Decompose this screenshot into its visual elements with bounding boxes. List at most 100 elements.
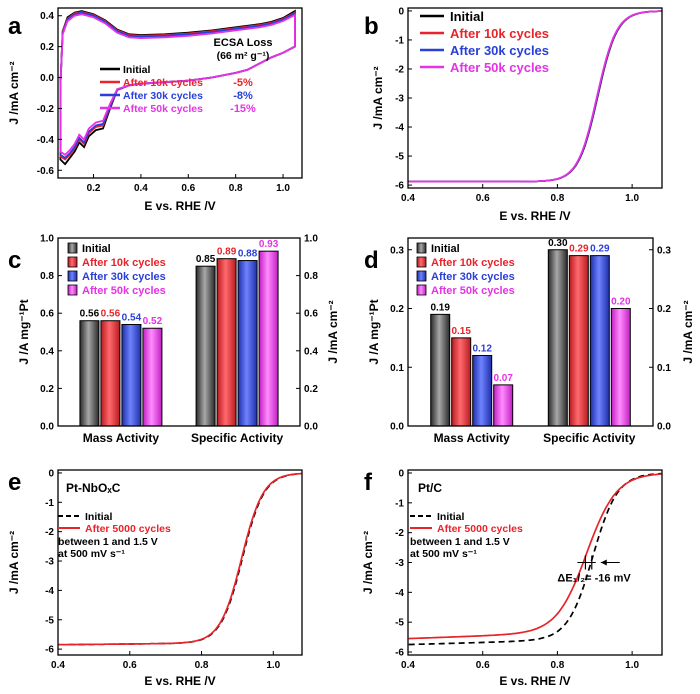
y-tick-label: 0.0 bbox=[40, 73, 54, 84]
category-label: Mass Activity bbox=[434, 431, 511, 445]
bar-after-10k-cycles-0 bbox=[451, 337, 472, 427]
bar-data-label: 0.29 bbox=[569, 244, 589, 255]
x-tick-label: 0.4 bbox=[401, 193, 415, 204]
bar-data-label: 0.30 bbox=[548, 238, 568, 249]
stability-series-1 bbox=[58, 472, 302, 646]
y-tick-label-right: 0.1 bbox=[657, 363, 671, 374]
legend-swatch bbox=[416, 242, 427, 254]
category-label: Specific Activity bbox=[543, 431, 636, 445]
condition-note: between 1 and 1.5 V bbox=[410, 536, 510, 548]
panel-c-activity-bar-chart: 0.56 0.85 0.56 0.89 0.54 0.88 0.52 0.93 0.0 0.2 0.… bbox=[17, 234, 340, 446]
legend-label: Initial bbox=[82, 243, 111, 255]
bar-data-label: 0.29 bbox=[590, 244, 610, 255]
category-label: Specific Activity bbox=[191, 431, 284, 445]
bar-data-label: 0.56 bbox=[80, 309, 100, 320]
legend-label: After 50k cycles bbox=[431, 285, 515, 297]
bar-after-50k-cycles-0 bbox=[493, 384, 514, 427]
legend-label: Initial bbox=[123, 64, 151, 76]
legend-label: After 10k cycles bbox=[82, 257, 166, 269]
x-tick-label: 0.6 bbox=[123, 660, 137, 671]
x-tick-label: 0.8 bbox=[550, 193, 564, 204]
y-tick-label-right: 0.6 bbox=[304, 309, 318, 320]
x-axis-label: E vs. RHE /V bbox=[499, 674, 570, 688]
bar-after-50k-cycles-0 bbox=[142, 327, 163, 427]
panel-a-cv-chart: 0.2 0.4 0.6 0.8 1.0 -0.6 -0.4 -0.2 0.0 0.2 0.4 E vs… bbox=[7, 7, 303, 213]
bar-initial-0 bbox=[79, 320, 100, 427]
x-axis-label: E vs. RHE /V bbox=[499, 209, 570, 223]
y-axis-label-right: J /mA cm⁻² bbox=[326, 300, 340, 363]
y-tick-label: -3 bbox=[395, 94, 404, 105]
legend-label: After 50k cycles bbox=[82, 285, 166, 297]
legend-label: Initial bbox=[431, 243, 460, 255]
panel-f-stability-chart: 0.4 0.6 0.8 1.0 -6 -5 -4 -3 -2 -1 0 E vs. RHE /V J /… bbox=[361, 468, 663, 688]
y-tick-label: 0.4 bbox=[40, 346, 54, 357]
y-tick-label: 0.4 bbox=[40, 11, 54, 22]
annotation-arrowhead bbox=[600, 559, 607, 566]
plot-frame bbox=[57, 7, 303, 179]
x-tick-label: 0.6 bbox=[181, 183, 195, 194]
legend-label: Initial bbox=[85, 511, 113, 523]
y-tick-label: -3 bbox=[45, 557, 54, 568]
panel-b-orr-chart: 0.4 0.6 0.8 1.0 -6 -5 -4 -3 -2 -1 0 E vs. RHE /V J /… bbox=[371, 6, 663, 223]
bar-data-label: 0.56 bbox=[101, 309, 121, 320]
plot-frame bbox=[57, 237, 301, 427]
y-tick-label-right: 0.4 bbox=[304, 346, 318, 357]
catalyst-label: Pt-NbOₓC bbox=[66, 481, 121, 495]
bar-data-label: 0.12 bbox=[472, 344, 492, 355]
y-tick-label: -0.6 bbox=[37, 166, 55, 177]
y-tick-label: -5 bbox=[395, 618, 404, 629]
y-tick-label: -4 bbox=[45, 586, 54, 597]
legend-swatch bbox=[67, 242, 78, 254]
bar-after-50k-cycles-1 bbox=[610, 308, 631, 427]
x-tick-label: 0.6 bbox=[476, 193, 490, 204]
panel-letter-b: b bbox=[364, 13, 379, 40]
y-axis-label-left: J /A mg⁻¹Pt bbox=[367, 299, 381, 364]
plot-frame bbox=[407, 237, 654, 427]
panel-letter-d: d bbox=[364, 247, 379, 274]
y-tick-label: -6 bbox=[395, 181, 404, 192]
bar-initial-1 bbox=[195, 265, 216, 427]
cv-series-3 bbox=[59, 13, 296, 156]
x-tick-label: 0.2 bbox=[87, 183, 101, 194]
y-tick-label: 0 bbox=[48, 468, 54, 479]
x-tick-label: 1.0 bbox=[276, 183, 290, 194]
x-axis-label: E vs. RHE /V bbox=[144, 199, 215, 213]
y-tick-label: 0.2 bbox=[40, 42, 54, 53]
legend-swatch bbox=[416, 270, 427, 282]
bar-data-label: 0.93 bbox=[259, 239, 279, 250]
legend-label: After 10k cycles bbox=[123, 77, 203, 89]
legend-label: Initial bbox=[437, 511, 465, 523]
y-tick-label: 0.3 bbox=[390, 245, 404, 256]
legend-label: After 5000 cycles bbox=[85, 523, 171, 535]
y-tick-label: 0.8 bbox=[40, 271, 54, 282]
x-tick-label: 0.6 bbox=[476, 660, 490, 671]
legend-label: After 30k cycles bbox=[123, 90, 203, 102]
bar-after-50k-cycles-1 bbox=[258, 250, 279, 427]
y-axis-label: J /mA cm⁻² bbox=[371, 66, 385, 129]
panel-d-activity-bar-chart: 0.19 0.30 0.15 0.29 0.12 0.29 0.07 0.20 0.0 0.1 0.… bbox=[367, 237, 695, 445]
bar-data-label: 0.20 bbox=[611, 297, 631, 308]
bar-after-10k-cycles-1 bbox=[568, 255, 589, 427]
legend-label: After 30k cycles bbox=[431, 271, 515, 283]
legend-label: After 30k cycles bbox=[82, 271, 166, 283]
y-axis-label-right: J /mA cm⁻² bbox=[681, 300, 695, 363]
bar-data-label: 0.15 bbox=[451, 326, 471, 337]
y-tick-label: -0.4 bbox=[37, 135, 55, 146]
x-tick-label: 0.8 bbox=[229, 183, 243, 194]
ecsa-loss-value: -15% bbox=[230, 103, 256, 115]
x-tick-label: 0.4 bbox=[134, 183, 148, 194]
x-tick-label: 0.4 bbox=[401, 660, 415, 671]
bar-data-label: 0.07 bbox=[493, 373, 513, 384]
condition-note: at 500 mV s⁻¹ bbox=[410, 548, 477, 560]
y-tick-label: -1 bbox=[395, 498, 404, 509]
y-tick-label-right: 0.2 bbox=[657, 304, 671, 315]
bar-data-label: 0.88 bbox=[238, 249, 258, 260]
y-tick-label-right: 0.3 bbox=[657, 245, 671, 256]
y-tick-label-right: 0.0 bbox=[657, 422, 671, 433]
plot-frame bbox=[407, 469, 663, 656]
delta-e-annotation: ΔE₁/₂= -16 mV bbox=[557, 572, 631, 584]
y-tick-label-right: 1.0 bbox=[304, 234, 318, 245]
condition-note: between 1 and 1.5 V bbox=[58, 536, 158, 548]
panel-e-stability-chart: 0.4 0.6 0.8 1.0 -6 -5 -4 -3 -2 -1 0 E vs. RHE /V J /… bbox=[7, 468, 303, 688]
